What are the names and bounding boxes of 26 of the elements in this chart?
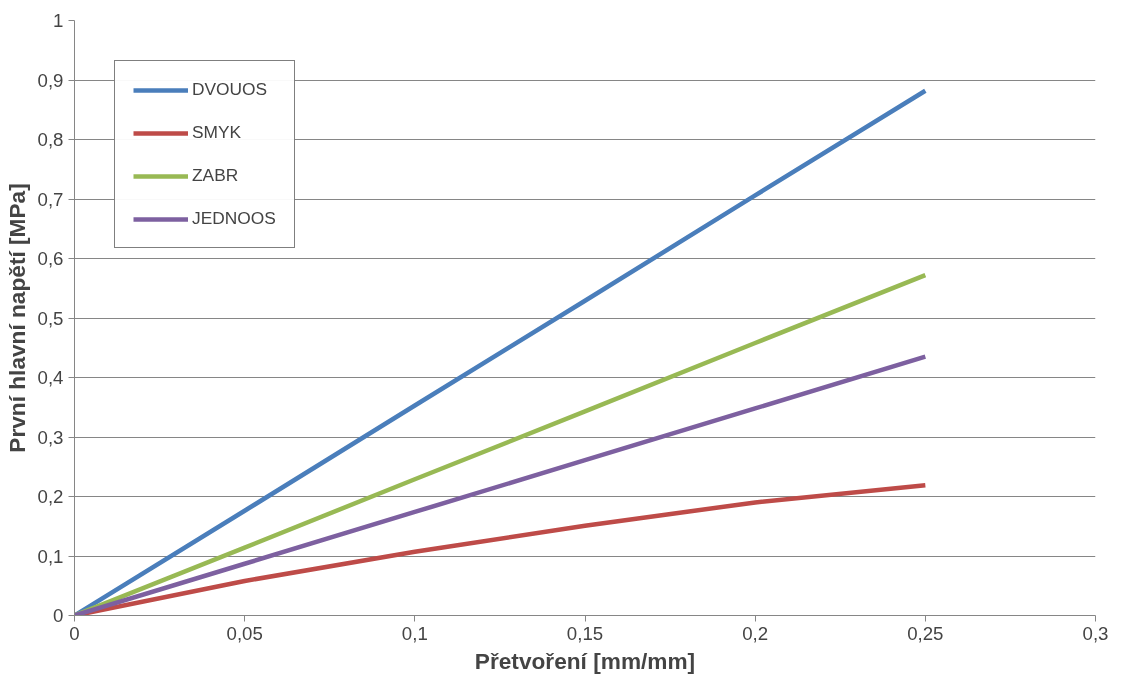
legend-label: SMYK — [192, 122, 242, 143]
legend-label: JEDNOOS — [192, 208, 276, 229]
x-axis-title: Přetvoření [mm/mm] — [474, 647, 696, 674]
y-tick-label: 1 — [53, 10, 64, 31]
x-tick-label: 0,1 — [401, 622, 428, 644]
y-tick-label: 0 — [53, 605, 64, 626]
line-series — [74, 354, 928, 616]
x-tick-label: 0,15 — [566, 622, 604, 644]
line-series — [74, 272, 928, 616]
y-tick-label: 0,1 — [37, 545, 64, 567]
x-tick-label: 0,3 — [1082, 622, 1109, 644]
x-tick-label: 0,25 — [907, 622, 944, 644]
y-tick-label: 0,4 — [37, 367, 64, 388]
y-tick-label: 0,9 — [37, 69, 64, 91]
y-tick-label: 0,7 — [37, 188, 64, 210]
y-axis-title: První hlavní napětí [MPa] — [3, 183, 30, 453]
y-tick-label: 0,6 — [37, 248, 64, 269]
y-tick-label: 0,3 — [37, 426, 64, 448]
x-tick-label: 0,2 — [742, 622, 769, 644]
x-tick-label: 0 — [69, 622, 80, 644]
y-tick-label: 0,2 — [37, 486, 64, 507]
legend-label: ZABR — [192, 165, 239, 186]
legend-label: DVOUOS — [192, 79, 268, 100]
y-tick-label: 0,5 — [37, 307, 64, 329]
y-tick-label: 0,8 — [37, 129, 64, 150]
x-tick-label: 0,05 — [226, 622, 263, 644]
